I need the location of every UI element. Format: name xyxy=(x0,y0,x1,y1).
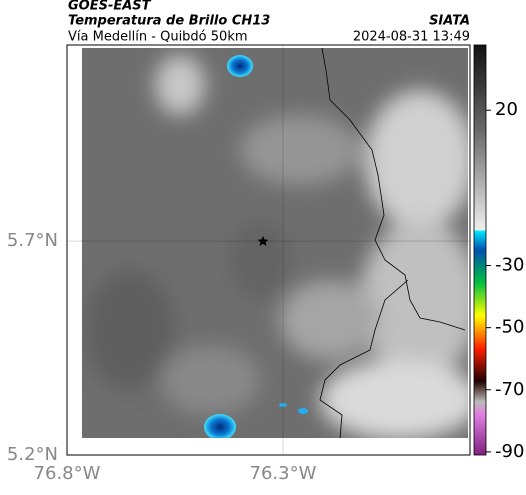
lon-label: 76.3°W xyxy=(250,463,317,484)
lon-label: 76.8°W xyxy=(34,463,101,484)
satellite-image xyxy=(82,48,468,438)
lat-label: 5.7°N xyxy=(7,230,58,251)
title: Temperatura de Brillo CH13 xyxy=(68,14,270,29)
colorbar-label: -30 xyxy=(495,255,524,276)
colorbar-label: -50 xyxy=(495,317,524,338)
colorbar xyxy=(473,44,487,456)
colorbar-label: -70 xyxy=(495,379,524,400)
credit: SIATA xyxy=(429,14,470,29)
colorbar-label: 20 xyxy=(495,99,518,120)
colorbar-label: -90 xyxy=(495,441,524,462)
subtitle: Vía Medellín - Quibdó 50km xyxy=(68,30,248,45)
timestamp: 2024-08-31 13:49 xyxy=(353,30,470,45)
source: GOES-EAST xyxy=(68,0,152,14)
lat-label: 5.2°N xyxy=(7,444,58,465)
